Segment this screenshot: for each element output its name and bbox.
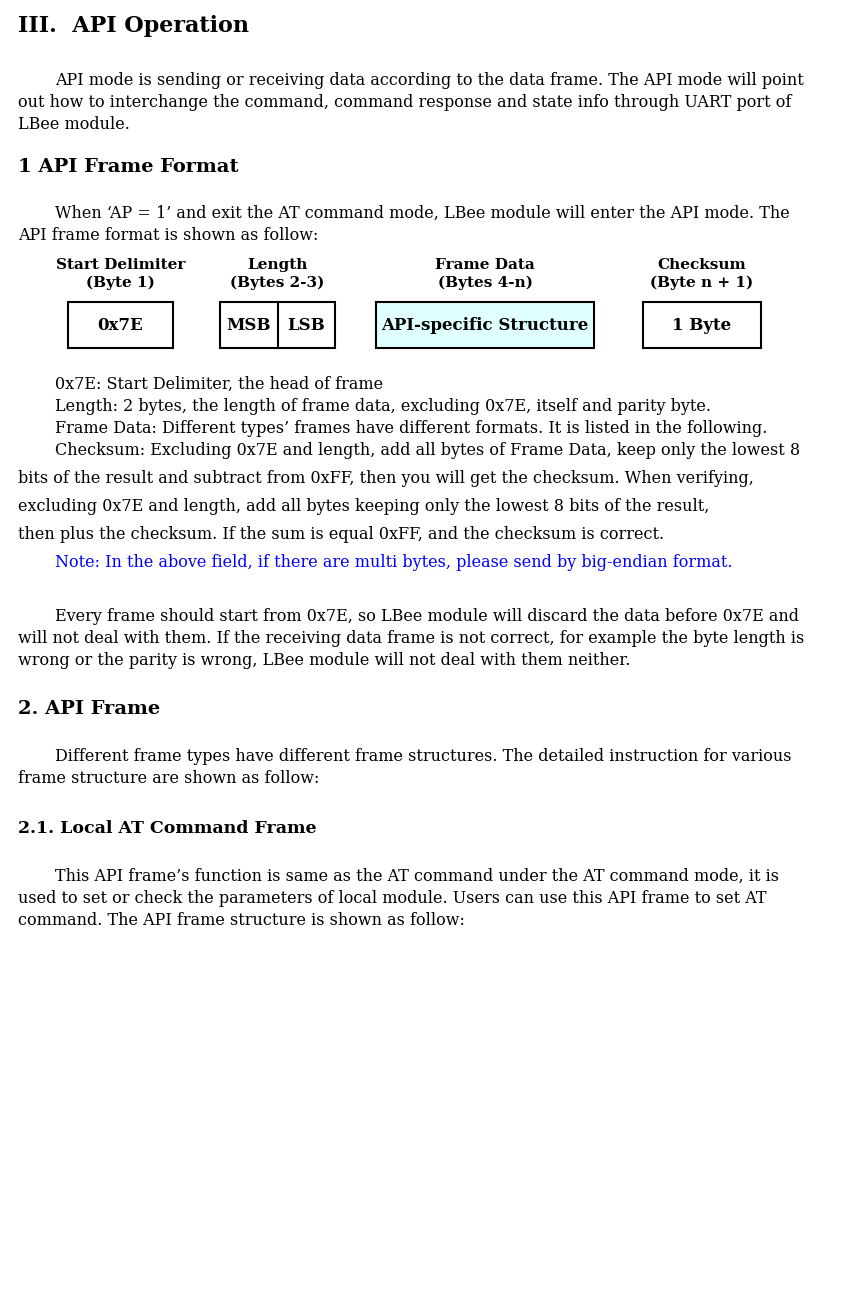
Text: bits of the result and subtract from 0xFF, then you will get the checksum. When : bits of the result and subtract from 0xF… (18, 470, 754, 487)
Text: 2. API Frame: 2. API Frame (18, 700, 160, 719)
Text: Start Delimiter: Start Delimiter (56, 258, 185, 272)
Text: LBee module.: LBee module. (18, 116, 130, 133)
Text: out how to interchange the command, command response and state info through UART: out how to interchange the command, comm… (18, 93, 791, 111)
Text: 0x7E: Start Delimiter, the head of frame: 0x7E: Start Delimiter, the head of frame (55, 376, 383, 393)
Text: This API frame’s function is same as the AT command under the AT command mode, i: This API frame’s function is same as the… (55, 869, 779, 884)
Bar (376, 301, 594, 347)
Text: will not deal with them. If the receiving data frame is not correct, for example: will not deal with them. If the receivin… (18, 630, 804, 647)
Text: (Byte 1): (Byte 1) (86, 276, 155, 291)
Text: LSB: LSB (287, 317, 325, 333)
Text: When ‘AP = 1’ and exit the AT command mode, LBee module will enter the API mode.: When ‘AP = 1’ and exit the AT command mo… (55, 205, 790, 222)
Text: Frame Data: Frame Data (435, 258, 535, 272)
Text: then plus the checksum. If the sum is equal 0xFF, and the checksum is correct.: then plus the checksum. If the sum is eq… (18, 526, 664, 544)
Bar (643, 301, 761, 347)
Text: (Bytes 2-3): (Bytes 2-3) (230, 276, 324, 291)
Text: 1 Byte: 1 Byte (672, 317, 732, 333)
Text: API frame format is shown as follow:: API frame format is shown as follow: (18, 226, 318, 243)
Text: used to set or check the parameters of local module. Users can use this API fram: used to set or check the parameters of l… (18, 890, 766, 907)
Text: (Byte n + 1): (Byte n + 1) (650, 276, 753, 291)
Text: Note: In the above field, if there are multi bytes, please send by big-endian fo: Note: In the above field, if there are m… (55, 554, 733, 571)
Text: MSB: MSB (227, 317, 271, 333)
Text: API-specific Structure: API-specific Structure (381, 317, 588, 333)
Text: API mode is sending or receiving data according to the data frame. The API mode : API mode is sending or receiving data ac… (55, 72, 804, 89)
Bar (68, 301, 173, 347)
Text: 2.1. Local AT Command Frame: 2.1. Local AT Command Frame (18, 820, 317, 837)
Text: Checksum: Excluding 0x7E and length, add all bytes of Frame Data, keep only the : Checksum: Excluding 0x7E and length, add… (55, 442, 800, 459)
Text: Checksum: Checksum (657, 258, 746, 272)
Text: Different frame types have different frame structures. The detailed instruction : Different frame types have different fra… (55, 747, 791, 765)
Text: Every frame should start from 0x7E, so LBee module will discard the data before : Every frame should start from 0x7E, so L… (55, 608, 799, 625)
Bar (220, 301, 335, 347)
Text: command. The API frame structure is shown as follow:: command. The API frame structure is show… (18, 912, 465, 929)
Text: frame structure are shown as follow:: frame structure are shown as follow: (18, 770, 319, 787)
Text: Length: 2 bytes, the length of frame data, excluding 0x7E, itself and parity byt: Length: 2 bytes, the length of frame dat… (55, 397, 711, 415)
Text: excluding 0x7E and length, add all bytes keeping only the lowest 8 bits of the r: excluding 0x7E and length, add all bytes… (18, 497, 709, 515)
Text: (Bytes 4-n): (Bytes 4-n) (438, 276, 533, 291)
Text: Length: Length (247, 258, 308, 272)
Text: III.  API Operation: III. API Operation (18, 14, 249, 37)
Text: Frame Data: Different types’ frames have different formats. It is listed in the : Frame Data: Different types’ frames have… (55, 420, 767, 437)
Text: 0x7E: 0x7E (98, 317, 144, 333)
Text: 1 API Frame Format: 1 API Frame Format (18, 158, 239, 176)
Text: wrong or the parity is wrong, LBee module will not deal with them neither.: wrong or the parity is wrong, LBee modul… (18, 651, 631, 669)
